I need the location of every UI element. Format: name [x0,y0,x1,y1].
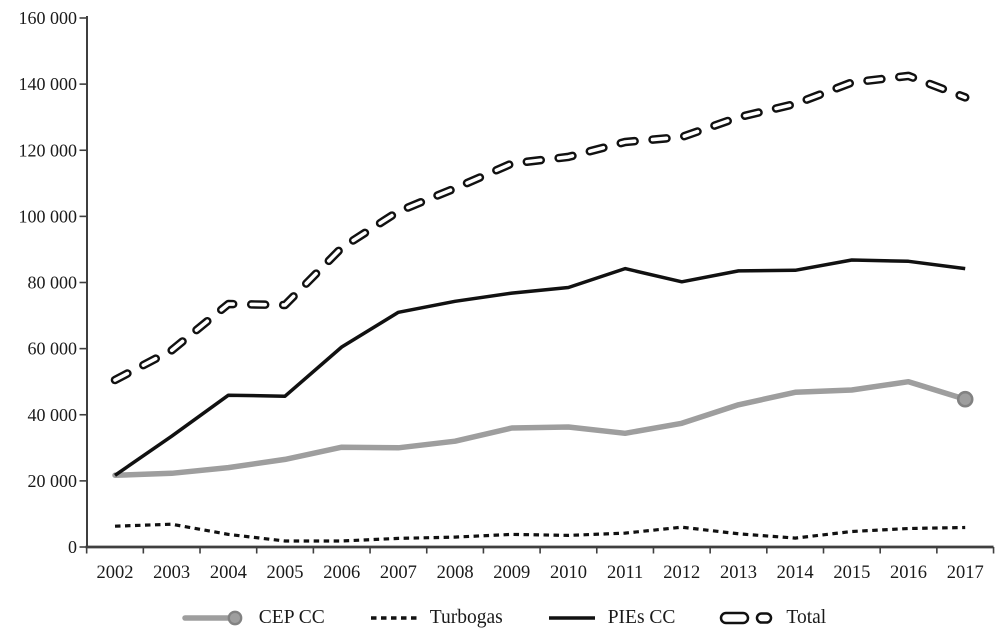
legend-swatch-solid-thick [182,610,243,626]
x-axis-labels: 2002 2003 2004 2005 2006 2007 2008 2009 2010 2011… [97,563,984,583]
series-line [112,378,968,479]
x-axis-tick-label: 2013 [720,563,757,583]
x-axis-tick-label: 2002 [97,563,134,583]
x-axis-ticks [85,547,995,554]
x-axis-tick-label: 2009 [493,563,530,583]
series-turbogas [114,522,966,543]
series-end-marker [956,390,974,408]
series-pies-cc [114,258,966,477]
legend-marker [227,610,243,626]
x-axis-tick-label: 2016 [890,563,927,583]
x-axis-tick-label: 2017 [947,563,984,583]
legend-dash-short [756,612,773,624]
x-axis-tick-label: 2010 [550,563,587,583]
y-axis-tick-label: 0 [68,537,77,557]
x-axis-tick-label: 2014 [777,563,814,583]
series-line-core [113,74,967,382]
legend-label: CEP CC [258,607,325,628]
x-axis-tick-label: 2015 [833,563,870,583]
y-axis-tick-label: 100 000 [19,206,78,226]
x-axis-tick-label: 2007 [380,563,417,583]
y-axis-tick-label: 40 000 [28,405,78,425]
series-line [114,258,966,477]
legend-dash-long [720,611,750,625]
legend-item-pies-cc: PIEs CC [547,607,676,629]
y-axis-tick-label: 120 000 [19,140,78,160]
legend-item-cep-cc: CEP CC [182,607,325,629]
x-axis-tick-label: 2006 [323,563,360,583]
legend-swatch-solid [548,616,595,620]
x-axis-tick-label: 2005 [267,563,304,583]
series-line-outline [110,71,970,385]
series-line [114,522,966,543]
y-axis-ticks: 0 20 000 40 000 60 000 80 000 100 000 120 000 1… [19,8,87,557]
x-axis-tick-label: 2011 [607,563,643,583]
legend-item-turbogas: Turbogas [369,607,503,629]
y-axis-tick-label: 20 000 [28,471,78,491]
x-axis-tick-label: 2003 [153,563,190,583]
series-cep-cc [112,378,974,479]
y-axis-tick-label: 160 000 [19,8,78,28]
legend-swatch-outlined-dash [720,611,773,625]
x-axis-tick-label: 2008 [437,563,474,583]
legend-item-total: Total [719,607,826,629]
legend-swatch-dotted [370,616,417,620]
legend-label: PIEs CC [607,607,676,628]
legend-label: Turbogas [429,607,503,628]
series-total [110,71,970,385]
chart-legend: CEP CC Turbogas PIEs CC Total [0,601,1008,635]
y-axis-tick-label: 60 000 [28,339,78,359]
x-axis-tick-label: 2004 [210,563,247,583]
x-axis-tick-label: 2012 [663,563,700,583]
legend-label: Total [786,607,827,628]
y-axis-tick-label: 80 000 [28,273,78,293]
y-axis-tick-label: 140 000 [19,74,78,94]
